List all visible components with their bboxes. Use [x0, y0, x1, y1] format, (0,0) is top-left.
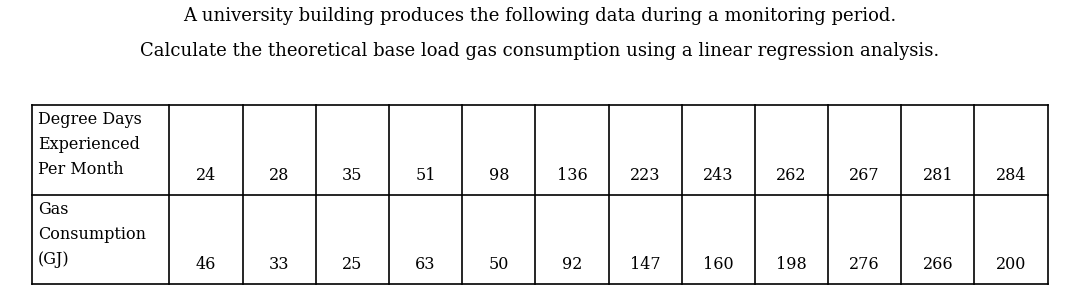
Text: 281: 281	[922, 167, 954, 184]
Text: 50: 50	[488, 256, 509, 273]
Text: Degree Days: Degree Days	[38, 111, 141, 128]
Text: 35: 35	[342, 167, 363, 184]
Text: Consumption: Consumption	[38, 226, 146, 243]
Text: 276: 276	[849, 256, 880, 273]
Text: 92: 92	[562, 256, 582, 273]
Text: 46: 46	[195, 256, 216, 273]
Text: 243: 243	[703, 167, 733, 184]
Text: Gas: Gas	[38, 201, 68, 218]
Text: 262: 262	[777, 167, 807, 184]
Text: 51: 51	[416, 167, 436, 184]
Text: 160: 160	[703, 256, 733, 273]
Text: 198: 198	[777, 256, 807, 273]
Text: 24: 24	[195, 167, 216, 184]
Text: 98: 98	[488, 167, 509, 184]
Text: A university building produces the following data during a monitoring period.: A university building produces the follo…	[184, 7, 896, 25]
Text: 136: 136	[556, 167, 588, 184]
Text: Experienced: Experienced	[38, 136, 139, 153]
Text: 200: 200	[996, 256, 1026, 273]
Text: 147: 147	[630, 256, 661, 273]
Text: 33: 33	[269, 256, 289, 273]
Text: Calculate the theoretical base load gas consumption using a linear regression an: Calculate the theoretical base load gas …	[140, 42, 940, 60]
Text: Per Month: Per Month	[38, 161, 123, 178]
Text: 63: 63	[416, 256, 436, 273]
Text: 266: 266	[922, 256, 954, 273]
Text: (GJ): (GJ)	[38, 251, 69, 268]
Text: 284: 284	[996, 167, 1026, 184]
Text: 223: 223	[630, 167, 660, 184]
Text: 25: 25	[342, 256, 363, 273]
Text: 28: 28	[269, 167, 289, 184]
Text: 267: 267	[849, 167, 880, 184]
